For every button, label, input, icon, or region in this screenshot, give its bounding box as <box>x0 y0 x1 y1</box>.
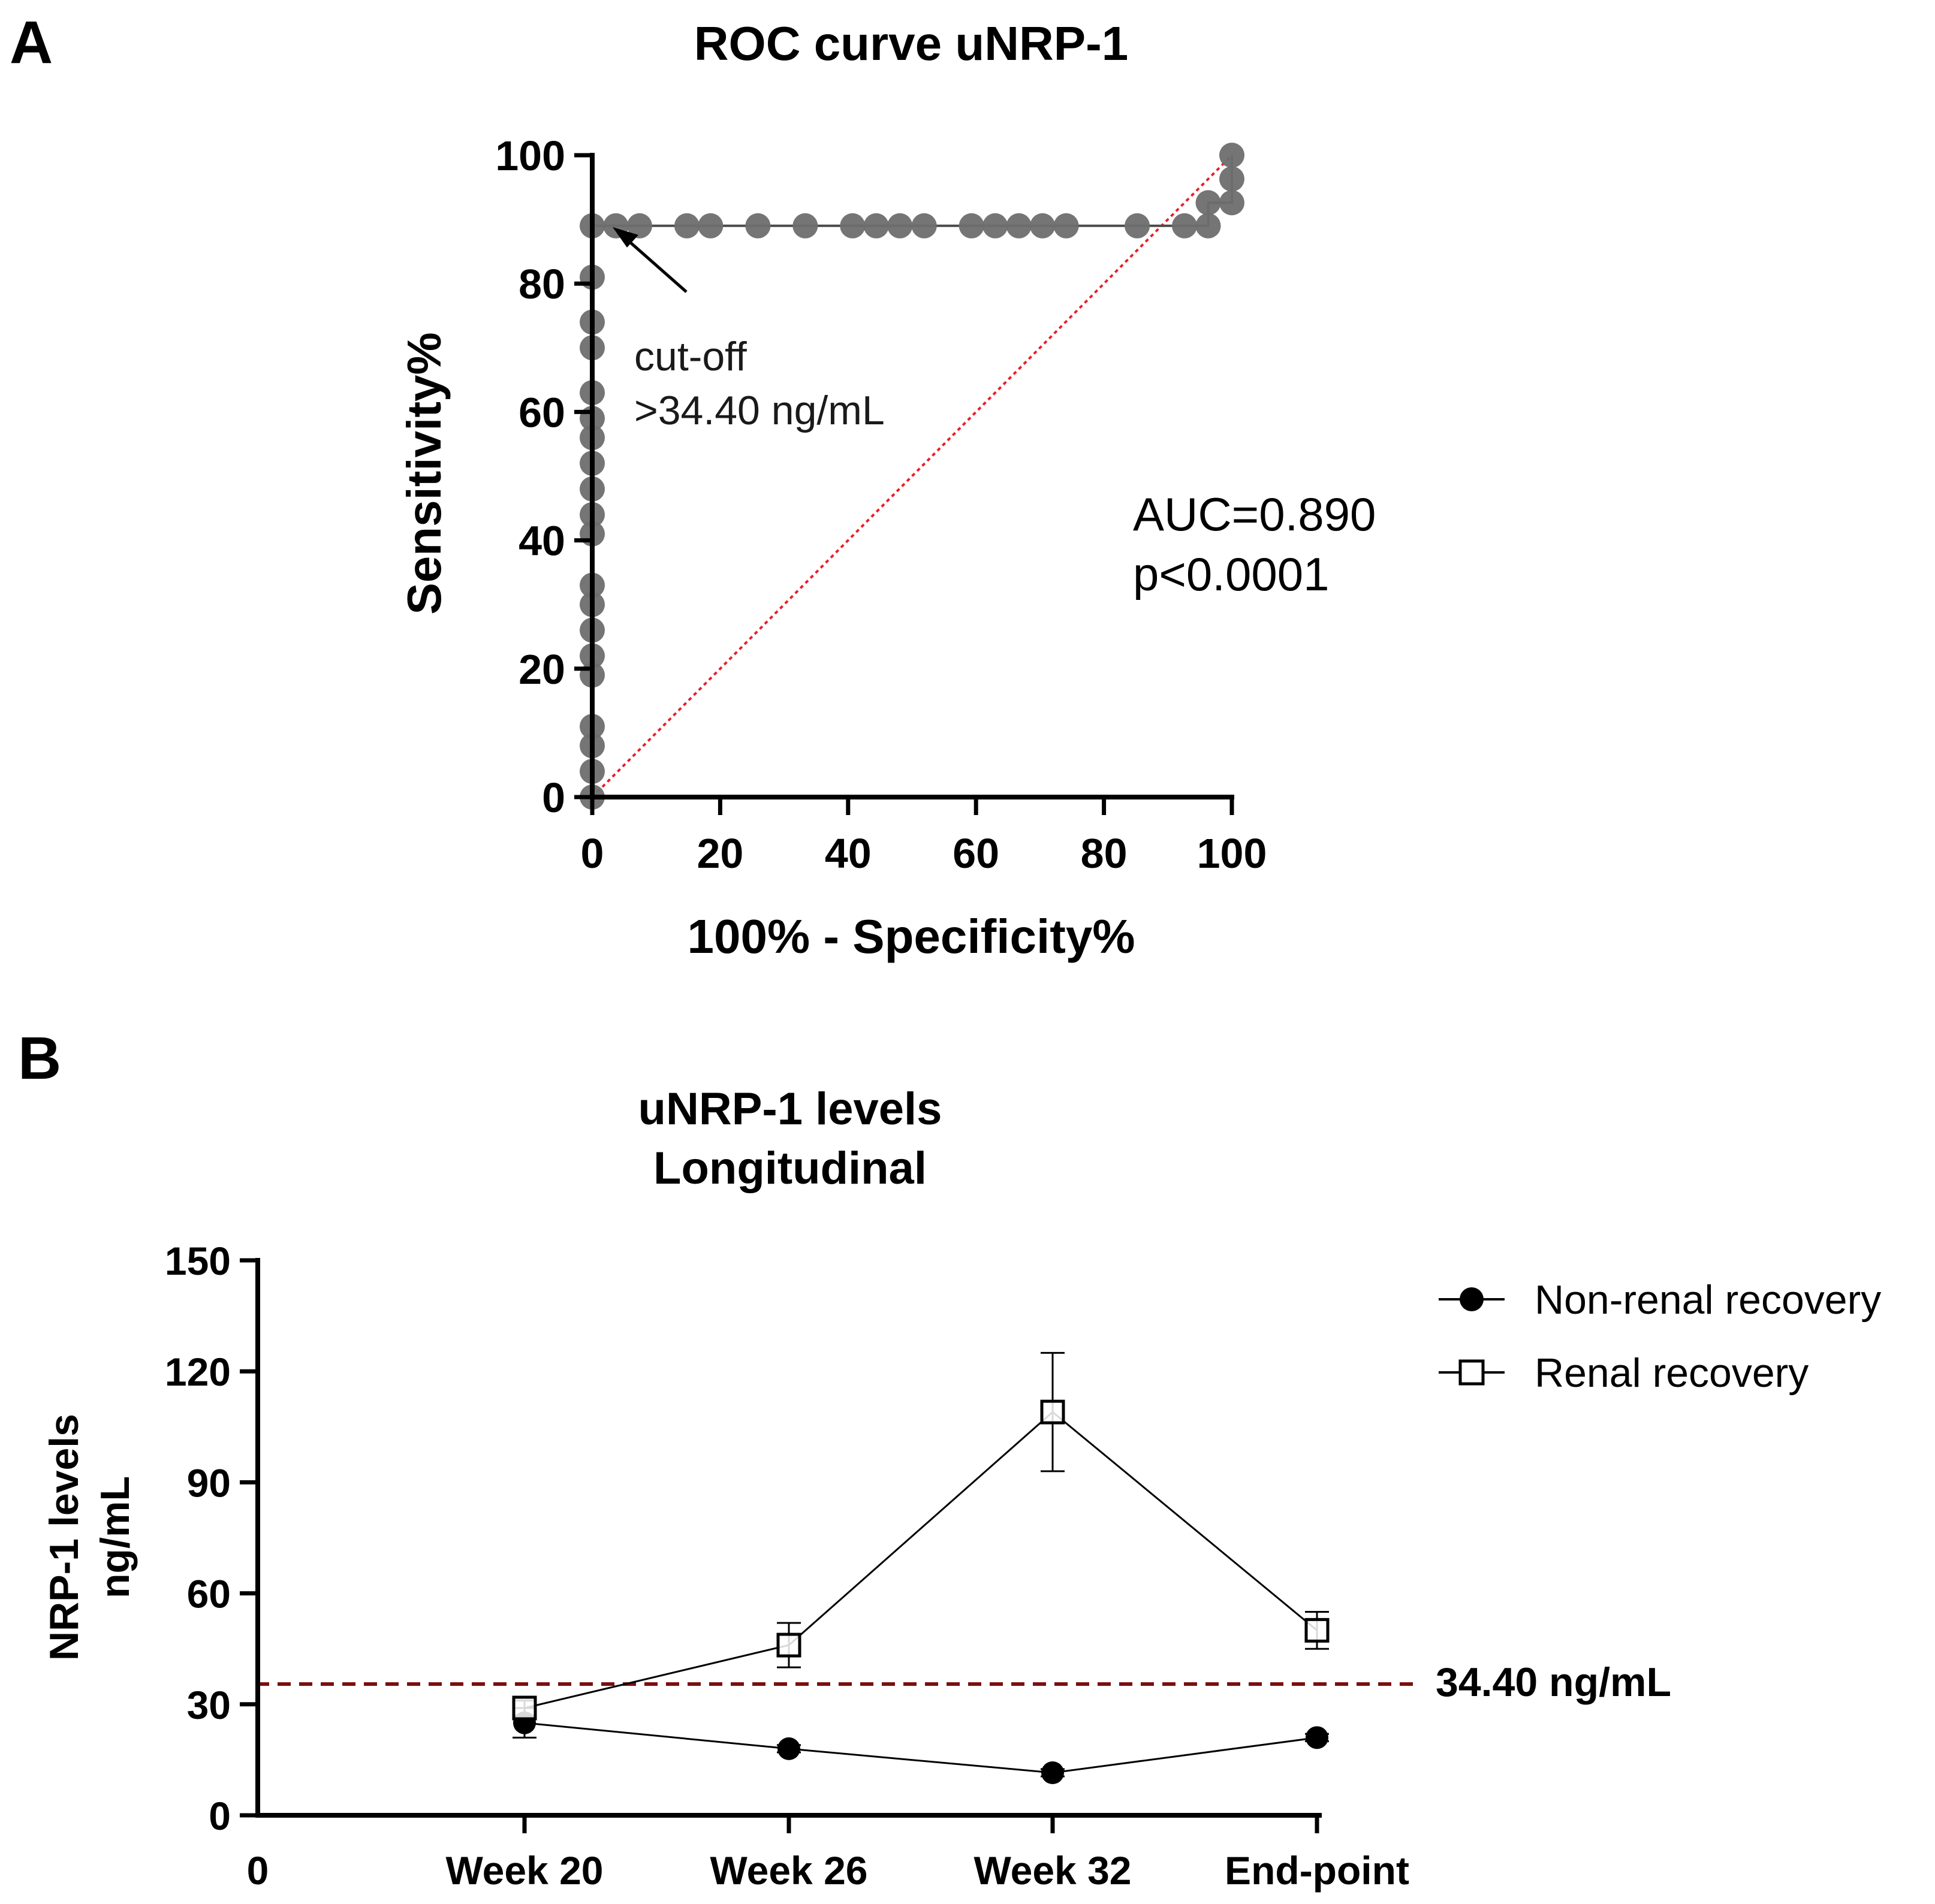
panel-b-series <box>512 1351 1330 1785</box>
x-tick-label-40: 40 <box>825 830 872 877</box>
panel-a-ticks: 0 20 40 60 80 100 0 20 40 60 80 100 <box>495 132 1267 877</box>
nonrenal-point-1 <box>777 1737 800 1760</box>
x-tick-label-20: 20 <box>697 830 743 877</box>
roc-point-34 <box>1053 213 1079 239</box>
panel-b-y-axis-label-line-2: ng/mL <box>92 1476 138 1598</box>
panel-b-title-line-1: uNRP-1 levels <box>638 1084 942 1134</box>
renal-point-2 <box>1040 1399 1065 1425</box>
roc-point-30 <box>959 213 984 239</box>
y-tick-label-150: 150 <box>165 1239 231 1283</box>
roc-point-32 <box>1006 213 1032 239</box>
roc-point-31 <box>982 213 1008 239</box>
nonrenal-line <box>524 1722 1318 1774</box>
legend-renal-marker <box>1458 1359 1485 1386</box>
renal-point-0 <box>512 1695 537 1721</box>
renal-line <box>524 1411 1318 1709</box>
roc-point-38 <box>1195 190 1221 216</box>
x-tick-label-2: Week 32 <box>974 1848 1132 1893</box>
panel-b-legend: Non-renal recovery Renal recovery <box>1439 1277 1881 1396</box>
roc-point-33 <box>1030 213 1056 239</box>
renal-point-3 <box>1304 1618 1330 1643</box>
panel-a-roc-chart: A ROC curve uNRP-1 0 20 40 60 80 100 0 20 40 60 80… <box>10 9 1376 963</box>
panel-a-x-axis-label: 100% - Specificity% <box>688 910 1135 963</box>
legend-nonrenal-marker <box>1460 1287 1484 1311</box>
panel-b-title-line-2: Longitudinal <box>653 1143 927 1194</box>
roc-point-35 <box>1125 213 1150 239</box>
y-tick-label-90: 90 <box>187 1461 231 1505</box>
x-tick-label-1: Week 26 <box>710 1848 868 1893</box>
x-tick-label-0: 0 <box>581 830 604 877</box>
roc-point-37 <box>1195 213 1221 239</box>
nonrenal-point-2 <box>1041 1761 1064 1785</box>
y-tick-label-40: 40 <box>519 518 565 565</box>
panel-a-cutoff-label-2: >34.40 ng/mL <box>634 388 885 433</box>
panel-a-cutoff-label-1: cut-off <box>634 334 747 379</box>
roc-point-21 <box>626 213 652 239</box>
y-tick-label-0: 0 <box>209 1794 231 1838</box>
panel-b-longitudinal-chart: B uNRP-1 levels Longitudinal 34.40 ng/mL… <box>18 1025 1881 1893</box>
roc-point-25 <box>792 213 818 239</box>
x-tick-label-0: Week 20 <box>446 1848 604 1893</box>
nonrenal-point-3 <box>1306 1726 1328 1749</box>
panel-a-cutoff-arrowhead <box>613 227 638 248</box>
panel-a-letter: A <box>10 9 53 76</box>
panel-a-y-axis-label: Sensitivity% <box>397 332 451 614</box>
legend-nonrenal-label: Non-renal recovery <box>1535 1277 1881 1323</box>
panel-b-letter: B <box>18 1025 61 1092</box>
roc-point-28 <box>887 213 913 239</box>
panel-b-threshold-label: 34.40 ng/mL <box>1436 1659 1671 1705</box>
panel-a-auc: AUC=0.890 <box>1133 488 1376 541</box>
y-tick-label-0: 0 <box>542 774 565 821</box>
x-tick-label-3: End-point <box>1225 1848 1409 1893</box>
panel-a-cutoff-arrow <box>619 233 688 293</box>
x-tick-label-80: 80 <box>1081 830 1128 877</box>
roc-point-22 <box>674 213 700 239</box>
renal-point-1 <box>776 1633 801 1658</box>
panel-b-y-axis-label-line-1: NRP-1 levels <box>41 1414 87 1661</box>
roc-point-41 <box>1219 143 1244 168</box>
roc-point-39 <box>1219 190 1244 216</box>
legend-renal-label: Renal recovery <box>1535 1350 1809 1396</box>
y-tick-label-60: 60 <box>519 389 565 436</box>
x-origin-label: 0 <box>247 1848 269 1893</box>
y-tick-label-120: 120 <box>165 1350 231 1394</box>
panel-a-p-value: p<0.0001 <box>1133 548 1330 601</box>
roc-point-23 <box>698 213 724 239</box>
y-tick-label-100: 100 <box>495 132 565 179</box>
panel-a-reference-line <box>591 154 1233 798</box>
roc-point-40 <box>1219 166 1244 192</box>
panel-a-title: ROC curve uNRP-1 <box>694 17 1129 70</box>
x-tick-label-60: 60 <box>953 830 999 877</box>
roc-point-24 <box>745 213 771 239</box>
y-tick-label-80: 80 <box>519 261 565 307</box>
roc-point-29 <box>911 213 937 239</box>
roc-point-26 <box>840 213 866 239</box>
roc-point-36 <box>1172 213 1198 239</box>
x-tick-label-100: 100 <box>1197 830 1267 877</box>
panel-b-ticks: 0 Week 20 Week 26 Week 32 End-point 0 30 60 90 12… <box>165 1239 1409 1893</box>
y-tick-label-60: 60 <box>187 1572 231 1616</box>
y-tick-label-30: 30 <box>187 1683 231 1727</box>
roc-point-27 <box>863 213 889 239</box>
y-tick-label-20: 20 <box>519 646 565 693</box>
